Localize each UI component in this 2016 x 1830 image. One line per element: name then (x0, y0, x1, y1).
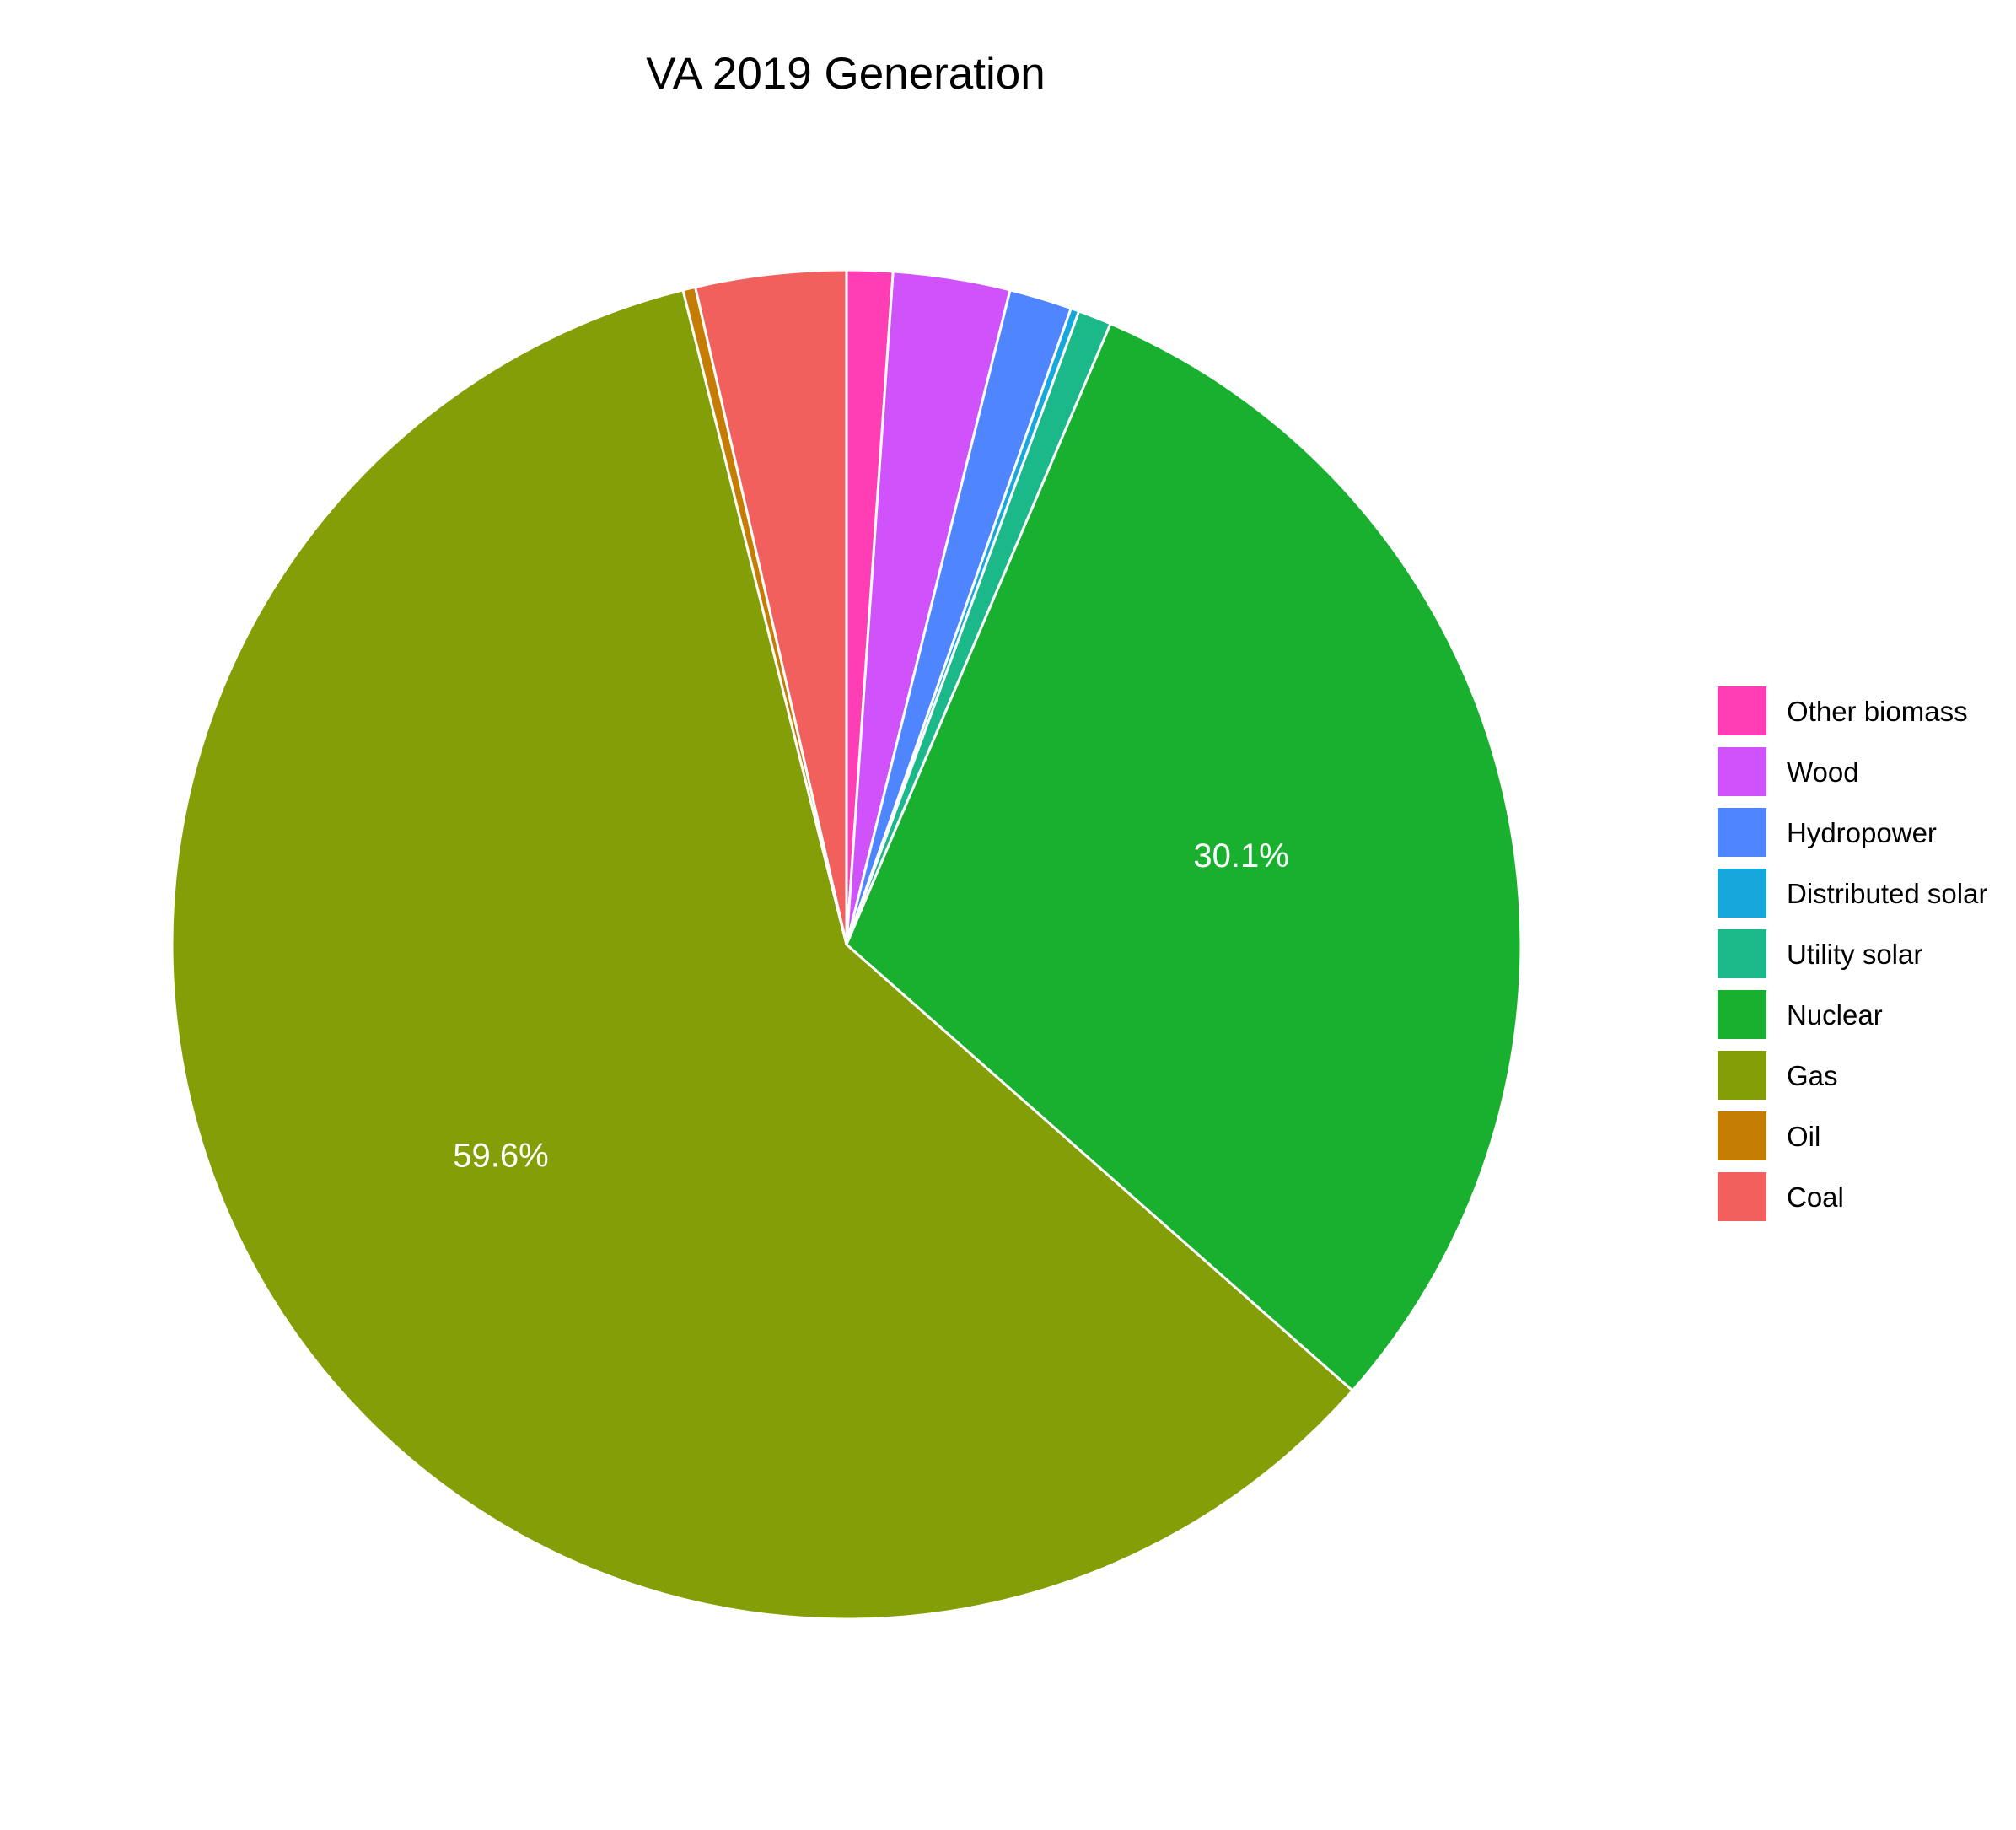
slice-label-nuclear: 30.1% (1193, 837, 1288, 875)
legend-swatch-wood (1718, 747, 1766, 796)
legend-label-nuclear: Nuclear (1787, 999, 1883, 1031)
legend-swatch-distributed-solar (1718, 869, 1766, 918)
legend-label-wood: Wood (1787, 756, 1859, 788)
chart-title: VA 2019 Generation (646, 49, 1045, 99)
legend-label-hydropower: Hydropower (1787, 817, 1937, 848)
legend-swatch-other-biomass (1718, 686, 1766, 735)
legend-label-coal: Coal (1787, 1181, 1844, 1213)
legend-swatch-gas (1718, 1051, 1766, 1100)
legend-label-gas: Gas (1787, 1060, 1838, 1091)
slice-label-gas: 59.6% (453, 1138, 548, 1175)
legend-label-distributed-solar: Distributed solar (1787, 878, 1987, 909)
legend-swatch-hydropower (1718, 808, 1766, 857)
chart-legend: Other biomass Wood Hydropower Distributed s… (1718, 686, 1987, 1221)
legend-swatch-coal (1718, 1172, 1766, 1221)
pie-slice-nuclear (845, 322, 1523, 1392)
legend-label-utility-solar: Utility solar (1787, 939, 1922, 970)
pie-slice-coal (694, 268, 848, 946)
pie-slice-gas (170, 288, 1354, 1621)
legend-swatch-oil (1718, 1111, 1766, 1160)
pie-slice-labels: 30.1% 59.6% (453, 837, 1289, 1175)
legend-label-other-biomass: Other biomass (1787, 696, 1968, 727)
legend-swatch-utility-solar (1718, 929, 1766, 978)
legend-swatch-nuclear (1718, 990, 1766, 1039)
pie-slices (170, 268, 1523, 1621)
legend-label-oil: Oil (1787, 1121, 1820, 1152)
